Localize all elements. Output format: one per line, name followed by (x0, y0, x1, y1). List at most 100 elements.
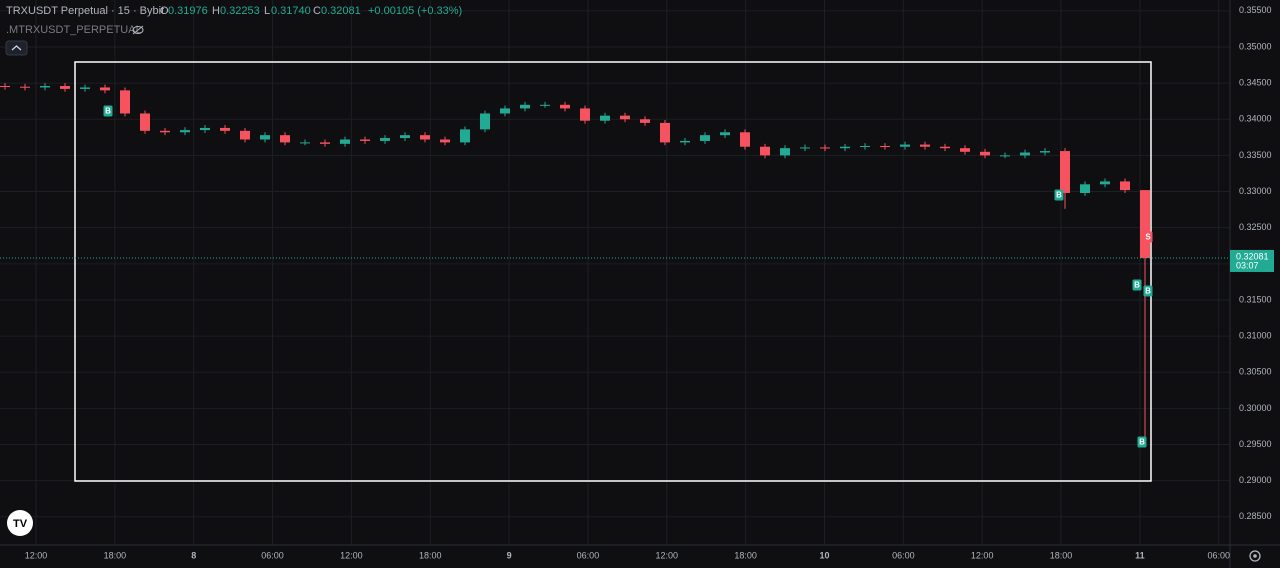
candle (800, 144, 810, 152)
marker-badge (1132, 279, 1142, 291)
y-tick-label: 0.29500 (1239, 439, 1272, 449)
candle (940, 143, 950, 152)
candle (600, 112, 610, 124)
y-tick-label: 0.31500 (1239, 294, 1272, 304)
marker-badge (1143, 285, 1153, 297)
candle (920, 141, 930, 150)
candle (760, 143, 770, 159)
candle (280, 132, 290, 146)
y-tick-label: 0.33000 (1239, 186, 1272, 196)
y-tick-label: 0.30000 (1239, 403, 1272, 413)
symbol-title: TRXUSDT Perpetual · 15 · Bybit (6, 5, 164, 17)
candle-body (700, 135, 710, 141)
collapse-button[interactable] (5, 40, 28, 56)
indicator-name: .MTRXUSDT_PERPETUAL (6, 24, 142, 36)
x-tick-label: 18:00 (734, 550, 757, 560)
candle-body (220, 127, 230, 131)
candle-body (240, 130, 250, 140)
candle-body (540, 104, 550, 106)
candle (820, 144, 830, 152)
x-tick-label: 12:00 (340, 550, 363, 560)
y-tick-label: 0.34000 (1239, 114, 1272, 124)
y-tick-label: 0.29000 (1239, 475, 1272, 485)
candle-body (480, 113, 490, 130)
candle-body (200, 127, 210, 131)
candle (380, 135, 390, 144)
tv-logo[interactable]: TV (7, 510, 33, 536)
y-tick-label: 0.28500 (1239, 511, 1272, 521)
ohlc-key: O (160, 5, 169, 17)
candle-body (880, 146, 890, 148)
candle-body (60, 86, 70, 89)
ohlc-value: 0.32081 (321, 5, 361, 17)
hide-toggle[interactable] (132, 25, 144, 35)
candle-body (0, 86, 10, 88)
candle-body (400, 135, 410, 139)
marker-label: B (1134, 281, 1140, 290)
x-tick-label: 06:00 (892, 550, 915, 560)
x-tick-label: 12:00 (25, 550, 48, 560)
candle (160, 127, 170, 136)
candle (580, 105, 590, 124)
candle-body (1060, 151, 1070, 193)
candle (880, 143, 890, 150)
candle (720, 129, 730, 139)
x-tick-label: 8 (191, 550, 196, 560)
candle-body (1140, 190, 1150, 259)
candle (260, 132, 270, 143)
last-price-label: 0.32081 (1236, 251, 1269, 261)
change: +0.00105 (+0.33%) (368, 5, 462, 17)
y-tick-label: 0.34500 (1239, 77, 1272, 87)
candle (740, 129, 750, 150)
candle-body (960, 148, 970, 152)
candle-body (820, 147, 830, 149)
candle (500, 105, 510, 117)
axes: 0.28500 0.29000 0.29500 0.30000 0.30500 0.310… (0, 5, 1274, 560)
candle (100, 84, 110, 94)
ohlc-key: C (313, 5, 321, 17)
candle (960, 145, 970, 155)
candle-body (860, 146, 870, 148)
candle-body (600, 115, 610, 121)
candle-body (500, 108, 510, 114)
candle (900, 141, 910, 150)
candle-body (300, 142, 310, 144)
candle-body (520, 104, 530, 109)
candle-body (1100, 181, 1110, 185)
candle (840, 143, 850, 152)
candle-body (740, 132, 750, 147)
candle (480, 110, 490, 133)
candle (220, 125, 230, 134)
grid (0, 0, 1230, 545)
candle-body (720, 132, 730, 136)
y-tick-label: 0.30500 (1239, 367, 1272, 377)
candle-body (680, 140, 690, 143)
candle (40, 83, 50, 91)
y-tick-label: 0.35000 (1239, 41, 1272, 51)
countdown: 03:07 (1236, 260, 1259, 270)
marker-label: S (1145, 233, 1151, 242)
settings-button[interactable] (1249, 550, 1261, 562)
y-tick-label: 0.33500 (1239, 150, 1272, 160)
marker-badge (1143, 231, 1153, 243)
candle (320, 139, 330, 147)
marker-label: B (1056, 191, 1062, 200)
candle (420, 132, 430, 143)
candle (700, 132, 710, 144)
marker-label: B (105, 107, 111, 116)
y-tick-label: 0.35500 (1239, 5, 1272, 15)
y-tick-label: 0.31000 (1239, 330, 1272, 340)
candle-body (1020, 152, 1030, 156)
candle (240, 127, 250, 143)
candle-body (580, 108, 590, 121)
candle-body (1040, 151, 1050, 153)
ohlc-value: 0.32253 (220, 5, 260, 17)
candle (560, 101, 570, 112)
candle-body (260, 135, 270, 140)
candle-body (620, 115, 630, 120)
candle-body (180, 130, 190, 133)
candle (860, 143, 870, 150)
candle-body (100, 87, 110, 91)
x-tick-label: 18:00 (419, 550, 442, 560)
